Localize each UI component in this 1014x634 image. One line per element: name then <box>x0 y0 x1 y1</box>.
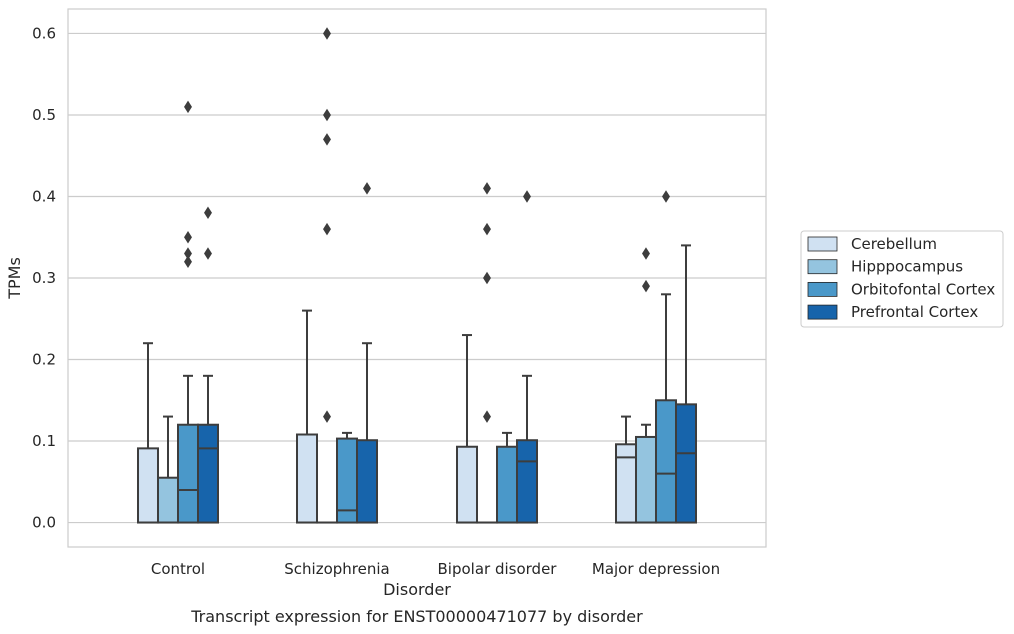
outlier-point <box>184 100 192 114</box>
box-group <box>356 182 378 524</box>
outlier-point <box>184 230 192 244</box>
box-group <box>635 247 657 524</box>
x-tick-label: Control <box>151 560 205 578</box>
box-group <box>476 182 498 524</box>
box-series <box>137 27 697 524</box>
box-group <box>336 431 358 524</box>
box-group <box>157 415 179 524</box>
box-group <box>675 244 697 524</box>
box-rect <box>655 399 677 524</box>
box-group <box>496 431 518 524</box>
legend-swatch <box>807 236 838 252</box>
box-rect <box>296 433 318 524</box>
outlier-point <box>323 133 331 146</box>
box-group <box>177 100 199 524</box>
box-group <box>456 334 478 524</box>
chart-caption: Transcript expression for ENST0000047107… <box>190 607 643 626</box>
outlier-point <box>483 182 491 195</box>
box-rect <box>456 445 478 524</box>
x-axis-title: Disorder <box>383 580 451 599</box>
legend-label: Prefrontal Cortex <box>851 303 978 321</box>
y-tick-label: 0.1 <box>32 432 56 450</box>
legend-label: Hipppocampus <box>851 258 963 276</box>
box-rect <box>516 439 538 524</box>
box-rect <box>356 439 378 524</box>
outlier-point <box>483 271 491 285</box>
outlier-point <box>523 190 531 203</box>
legend: Cerebellum Hipppocampus Orbitofontal Corte… <box>800 230 1004 328</box>
outlier-point <box>184 255 192 268</box>
legend-swatch <box>807 281 838 297</box>
x-tick-label: Major depression <box>592 560 720 578</box>
box-group <box>655 190 677 524</box>
outlier-point <box>323 222 331 236</box>
outlier-point <box>323 410 331 423</box>
box-group <box>615 415 637 524</box>
box-rect <box>496 445 518 524</box>
box-group <box>516 190 538 524</box>
legend-swatch <box>807 259 838 275</box>
outlier-point <box>323 108 331 122</box>
box-rect <box>675 403 697 524</box>
legend-frame <box>800 230 1004 328</box>
legend-swatch <box>807 304 838 320</box>
y-tick-label: 0.0 <box>32 514 56 532</box>
y-axis-title: TPMs <box>5 257 24 300</box>
x-tick-label: Schizophrenia <box>284 560 389 578</box>
box-group <box>137 342 159 524</box>
box-rect <box>635 435 657 524</box>
outlier-point <box>184 247 192 260</box>
legend-items: Cerebellum Hipppocampus Orbitofontal Corte… <box>807 235 995 321</box>
outlier-point <box>642 247 650 260</box>
legend-label: Orbitofontal Cortex <box>851 280 995 298</box>
outlier-point <box>204 206 212 220</box>
y-tick-label: 0.3 <box>32 269 56 287</box>
outlier-point <box>483 410 491 423</box>
outlier-point <box>483 222 491 236</box>
outlier-point <box>323 27 331 40</box>
box-group <box>296 309 318 524</box>
outlier-point <box>363 182 371 195</box>
y-tick-label: 0.4 <box>32 187 56 205</box>
x-axis-ticks: Control Schizophrenia Bipolar disorder Majo… <box>151 560 720 578</box>
box-group <box>197 206 219 524</box>
box-rect <box>157 476 179 524</box>
box-rect <box>197 423 219 524</box>
box-rect <box>177 423 199 524</box>
y-tick-label: 0.6 <box>32 24 56 42</box>
y-tick-label: 0.2 <box>32 351 56 369</box>
box-rect <box>615 443 637 524</box>
box-group <box>316 27 338 524</box>
y-axis-ticks: 0.0 0.1 0.2 0.3 0.4 0.5 0.6 <box>32 24 56 531</box>
x-tick-label: Bipolar disorder <box>438 560 558 578</box>
outlier-point <box>662 190 670 203</box>
outlier-point <box>204 247 212 260</box>
outlier-point <box>642 279 650 293</box>
box-rect <box>137 447 159 524</box>
y-tick-label: 0.5 <box>32 106 56 124</box>
plot-frame <box>67 8 767 548</box>
legend-label: Cerebellum <box>851 235 937 253</box>
